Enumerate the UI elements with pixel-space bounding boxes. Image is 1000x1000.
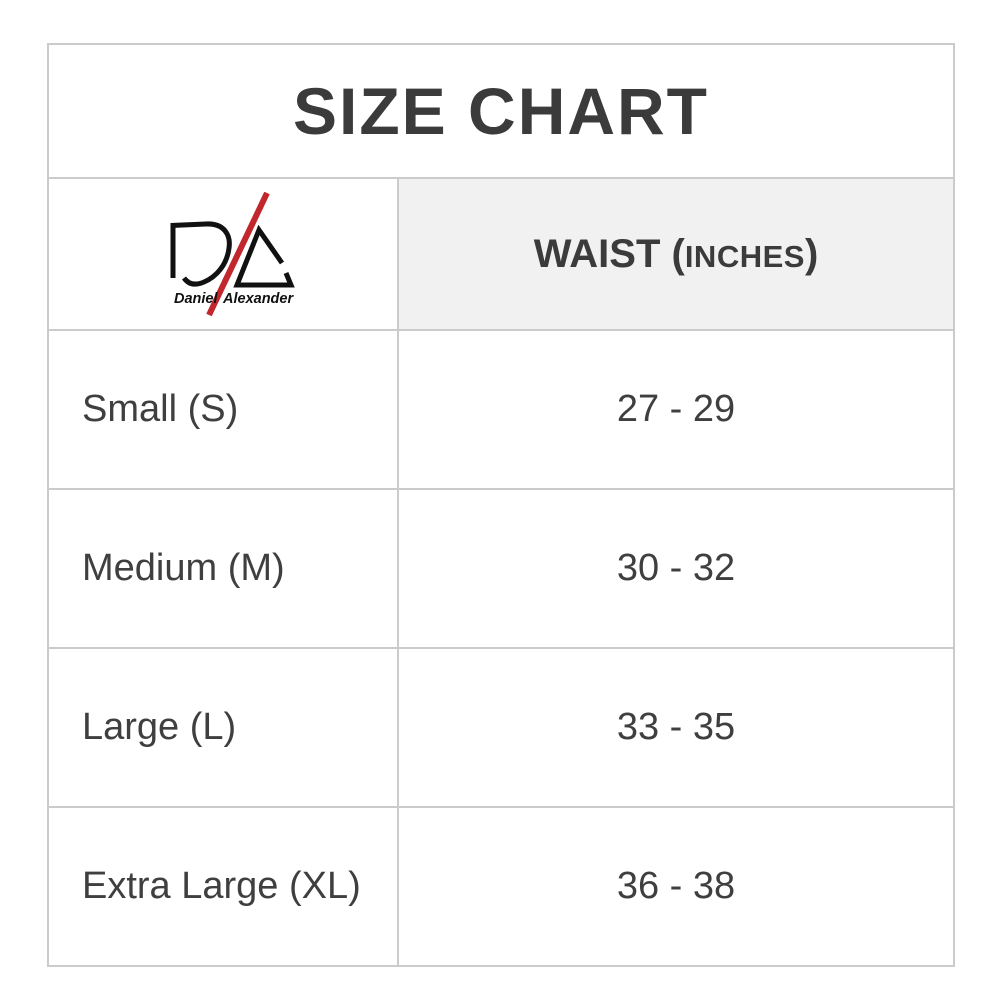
waist-header-prefix: WAIST (	[533, 231, 685, 276]
size-label: Extra Large (XL)	[47, 806, 399, 967]
waist-value: 36 - 38	[397, 806, 955, 967]
page-title: SIZE CHART	[293, 74, 709, 148]
table-row-medium: Medium (M) 30 - 32	[47, 488, 955, 649]
logo-d-bowl	[170, 221, 232, 287]
size-label: Large (L)	[47, 647, 399, 808]
table-row-large: Large (L) 33 - 35	[47, 647, 955, 808]
table-row-small: Small (S) 27 - 29	[47, 329, 955, 490]
size-chart-table: SIZE CHART Daniel Alexander	[47, 43, 955, 967]
waist-value: 27 - 29	[397, 329, 955, 490]
size-label: Small (S)	[47, 329, 399, 490]
header-row: Daniel Alexander WAIST (INCHES)	[47, 177, 955, 331]
daniel-alexander-logo-icon: Daniel Alexander	[170, 192, 295, 317]
waist-header-suffix: )	[804, 231, 819, 276]
brand-logo-cell: Daniel Alexander	[47, 177, 399, 331]
title-cell: SIZE CHART	[47, 43, 955, 179]
brand-last-name: Alexander	[222, 291, 294, 307]
logo-red-slash	[206, 192, 270, 317]
brand-first-name: Daniel	[174, 291, 218, 307]
waist-header-cell: WAIST (INCHES)	[397, 177, 955, 331]
table-row-extra-large: Extra Large (XL) 36 - 38	[47, 806, 955, 967]
size-label: Medium (M)	[47, 488, 399, 649]
logo-a-triangle	[233, 224, 295, 288]
waist-value: 30 - 32	[397, 488, 955, 649]
title-row: SIZE CHART	[47, 43, 955, 179]
waist-header-unit: INCHES	[684, 238, 805, 274]
waist-value: 33 - 35	[397, 647, 955, 808]
